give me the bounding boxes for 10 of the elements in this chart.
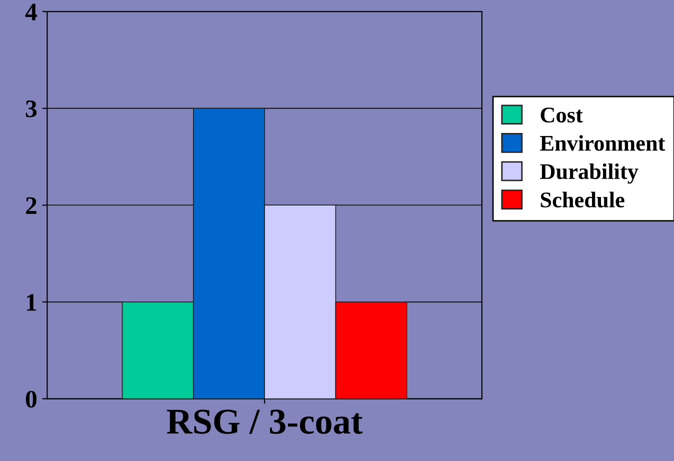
legend-label: Environment: [540, 135, 666, 151]
y-tick-label: 2: [26, 197, 36, 214]
y-tick-label: 3: [26, 100, 37, 118]
y-tick-label: 1: [26, 294, 36, 311]
y-tick-label: 0: [26, 390, 37, 408]
y-tick-label: 4: [25, 4, 37, 20]
legend-label: Cost: [540, 108, 583, 123]
legend-label: Durability: [540, 163, 638, 184]
x-tick-label: RSG / 3-coat: [166, 410, 363, 434]
legend-label: Schedule: [540, 192, 624, 208]
